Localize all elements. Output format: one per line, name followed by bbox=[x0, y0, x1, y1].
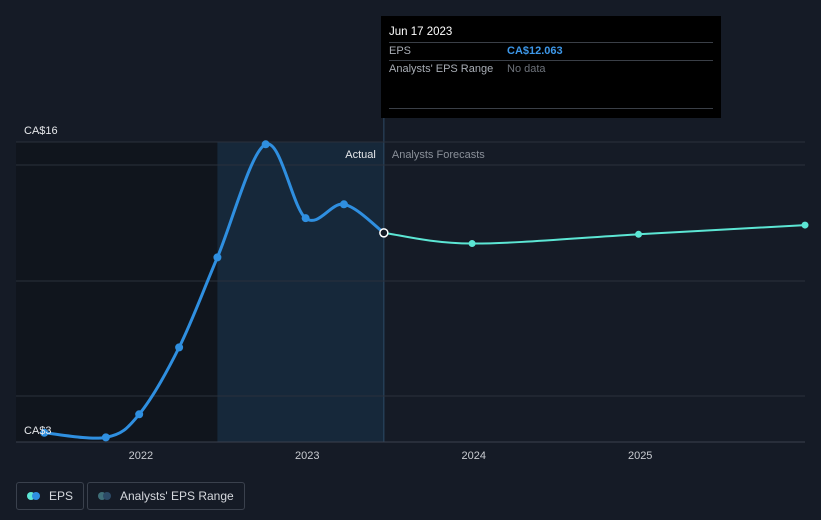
past-band bbox=[16, 142, 218, 442]
x-tick-label: 2025 bbox=[628, 450, 652, 462]
actual-eps-point bbox=[175, 343, 184, 352]
actual-eps-point bbox=[301, 214, 310, 223]
y-tick-label: CA$16 bbox=[24, 125, 58, 137]
gridlines bbox=[16, 141, 805, 443]
tooltip-row-range: Analysts' EPS Range No data bbox=[389, 60, 713, 78]
tooltip-range-value: No data bbox=[507, 63, 546, 75]
y-tick-label: CA$3 bbox=[24, 425, 52, 437]
forecast-region-label: Analysts Forecasts bbox=[392, 149, 485, 161]
forecast-eps-point bbox=[468, 240, 476, 248]
forecast-eps-line bbox=[383, 224, 806, 245]
range-legend-icon bbox=[98, 492, 112, 500]
eps-tooltip: Jun 17 2023 EPS CA$12.063 Analysts' EPS … bbox=[381, 16, 721, 118]
legend-eps-label: EPS bbox=[49, 489, 74, 503]
actual-eps-point bbox=[339, 200, 348, 209]
actual-eps-point bbox=[261, 140, 270, 149]
x-tick-label: 2024 bbox=[462, 450, 486, 462]
actual-region-label: Actual bbox=[345, 149, 376, 161]
actual-band bbox=[217, 142, 384, 442]
eps-legend-icon bbox=[27, 492, 41, 500]
tooltip-divider bbox=[389, 108, 713, 109]
chart-bands bbox=[16, 16, 385, 442]
actual-eps-point bbox=[213, 253, 222, 262]
actual-eps-point bbox=[101, 433, 110, 442]
forecast-eps-point bbox=[801, 221, 809, 229]
forecast-eps-point bbox=[635, 230, 643, 238]
axis-labels: CA$16 CA$3 2022 2023 2024 2025 Actual Analysts … bbox=[24, 125, 652, 462]
series-lines bbox=[44, 142, 806, 440]
data-points bbox=[40, 140, 809, 442]
actual-eps-point bbox=[135, 410, 144, 419]
legend-range-label: Analysts' EPS Range bbox=[120, 489, 234, 503]
tooltip-eps-label: EPS bbox=[389, 45, 412, 57]
x-tick-label: 2022 bbox=[129, 450, 153, 462]
tooltip-eps-value: CA$12.063 bbox=[507, 45, 563, 57]
x-tick-label: 2023 bbox=[295, 450, 319, 462]
current-eps-point bbox=[379, 228, 389, 238]
legend-range-button[interactable]: Analysts' EPS Range bbox=[87, 482, 245, 510]
actual-eps-line bbox=[44, 142, 385, 440]
actual-eps-point bbox=[40, 428, 49, 437]
legend-eps-button[interactable]: EPS bbox=[16, 482, 85, 510]
tooltip-range-label: Analysts' EPS Range bbox=[389, 63, 494, 75]
tooltip-row-eps: EPS CA$12.063 bbox=[389, 42, 713, 60]
tooltip-date: Jun 17 2023 bbox=[389, 26, 453, 38]
